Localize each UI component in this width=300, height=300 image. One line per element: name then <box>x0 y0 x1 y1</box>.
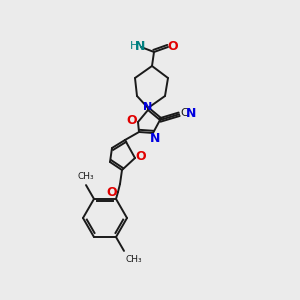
Text: O: O <box>168 40 178 53</box>
Text: O: O <box>127 115 137 128</box>
Text: H: H <box>130 41 138 51</box>
Text: O: O <box>136 151 146 164</box>
Text: N: N <box>186 107 196 120</box>
Text: N: N <box>135 40 145 52</box>
Text: N: N <box>150 131 160 145</box>
Text: N: N <box>143 102 153 112</box>
Text: CH₃: CH₃ <box>126 255 142 264</box>
Text: CH₃: CH₃ <box>78 172 94 181</box>
Text: C: C <box>180 108 188 118</box>
Text: O: O <box>107 187 117 200</box>
